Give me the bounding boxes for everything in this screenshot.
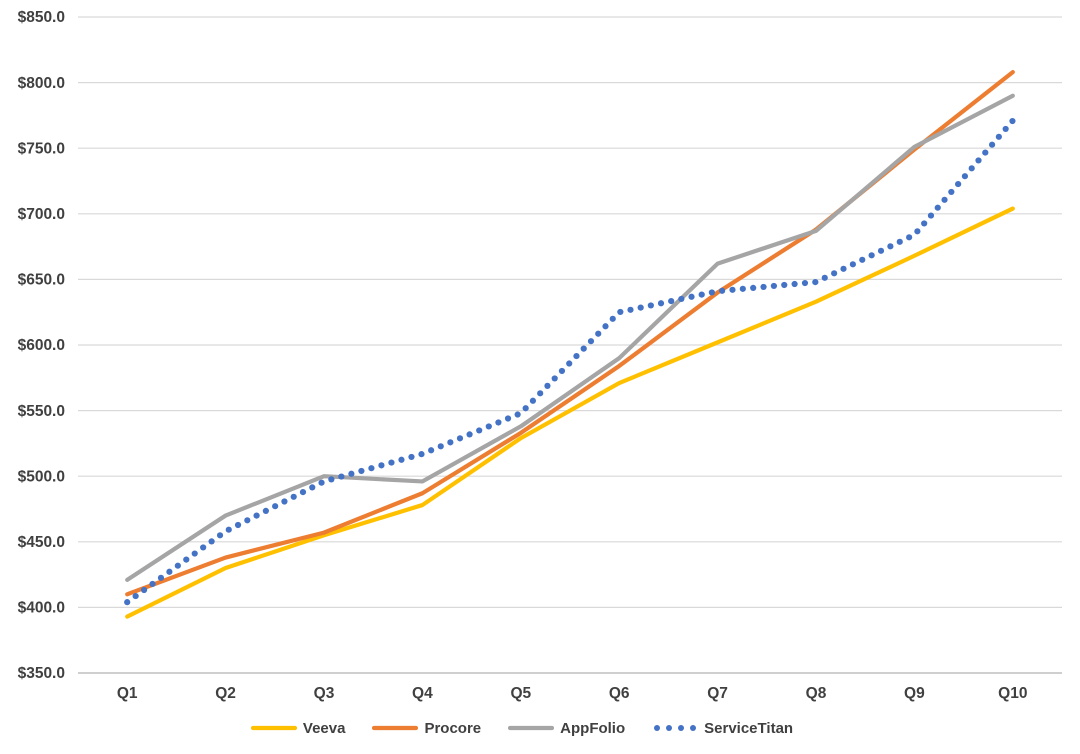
x-axis-label: Q3 xyxy=(314,685,335,702)
y-axis-label: $650.0 xyxy=(18,272,65,289)
y-axis-label: $550.0 xyxy=(18,403,65,420)
y-axis-label: $800.0 xyxy=(18,75,65,92)
legend-item-veeva: Veeva xyxy=(250,719,346,737)
legend-item-procore: Procore xyxy=(372,720,481,737)
y-axis-label: $450.0 xyxy=(18,534,65,551)
y-axis-label: $400.0 xyxy=(18,600,65,617)
x-axis-label: Q8 xyxy=(806,685,827,702)
series-line-procore xyxy=(125,70,1015,597)
legend-item-appfolio: AppFolio xyxy=(508,720,625,737)
x-axis-label: Q2 xyxy=(215,685,236,702)
dotted-line-swatch-icon xyxy=(654,725,697,731)
x-axis-label: Q4 xyxy=(412,685,433,702)
y-axis-label: $500.0 xyxy=(18,468,65,485)
legend-item-servicetitan: ServiceTitan xyxy=(652,720,793,737)
line-swatch-icon xyxy=(250,725,297,731)
y-axis-label: $700.0 xyxy=(18,206,65,223)
legend-label: Veeva xyxy=(302,719,346,737)
legend-label: Procore xyxy=(424,719,482,737)
y-axis-label: $350.0 xyxy=(18,665,65,682)
line-swatch-icon xyxy=(508,725,555,731)
x-axis-label: Q1 xyxy=(117,685,138,702)
y-axis-label: $600.0 xyxy=(18,337,65,354)
x-axis-label: Q10 xyxy=(998,685,1027,702)
x-axis-label: Q5 xyxy=(510,685,531,702)
chart-legend: Veeva Procore AppFolio ServiceTitan xyxy=(0,712,1044,744)
x-axis-label: Q7 xyxy=(707,685,728,702)
legend-label: AppFolio xyxy=(560,719,626,737)
line-swatch-icon xyxy=(372,725,419,731)
series-line-veeva xyxy=(125,206,1015,619)
series-dots-servicetitan xyxy=(124,117,1016,606)
x-axis-label: Q9 xyxy=(904,685,925,702)
y-axis-label: $850.0 xyxy=(18,9,65,26)
legend-label: ServiceTitan xyxy=(704,719,794,737)
y-axis-label: $750.0 xyxy=(18,140,65,157)
series-line-appfolio xyxy=(125,93,1015,582)
x-axis-label: Q6 xyxy=(609,685,630,702)
